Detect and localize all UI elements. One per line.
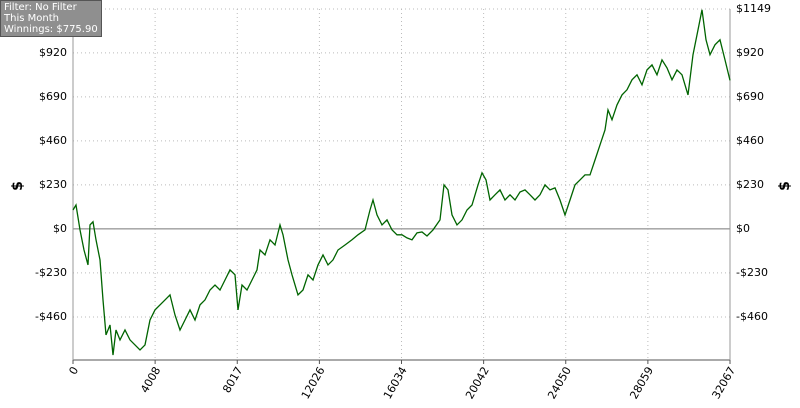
y-tick-label: $690 — [39, 90, 67, 103]
info-line: This Month — [4, 13, 59, 24]
y-tick-label: $1149 — [736, 2, 771, 15]
y-tick-label: $460 — [736, 134, 764, 147]
x-tick-label: 12026 — [299, 365, 328, 402]
y-tick-label: -$460 — [736, 310, 768, 323]
x-tick-label: 0 — [66, 365, 81, 378]
x-tick-label: 24050 — [545, 365, 574, 402]
info-line: Winnings: $775.90 — [4, 24, 98, 35]
y-tick-label: $0 — [736, 222, 750, 235]
y-axis-title: $ — [10, 181, 26, 191]
y-tick-label: -$230 — [736, 266, 768, 279]
y-axis-title: $ — [777, 181, 793, 191]
y-tick-label: -$460 — [35, 310, 67, 323]
y-tick-label: $230 — [736, 178, 764, 191]
y-tick-label: $230 — [39, 178, 67, 191]
y-tick-label: $0 — [53, 222, 67, 235]
x-tick-label: 28059 — [627, 365, 656, 402]
y-tick-label: -$230 — [35, 266, 67, 279]
x-tick-label: 32067 — [709, 365, 738, 402]
y-tick-label: $920 — [39, 46, 67, 59]
info-box: Filter: No Filter This Month Winnings: $… — [0, 0, 102, 37]
y-tick-label: $460 — [39, 134, 67, 147]
y-tick-label: $690 — [736, 90, 764, 103]
x-tick-label: 20042 — [463, 365, 492, 402]
info-line: Filter: No Filter — [4, 2, 77, 13]
y-tick-label: $920 — [736, 46, 764, 59]
x-tick-label: 8017 — [220, 365, 245, 396]
line-series — [72, 9, 731, 356]
x-tick-label: 16034 — [381, 365, 410, 402]
x-tick-label: 4008 — [138, 365, 163, 396]
